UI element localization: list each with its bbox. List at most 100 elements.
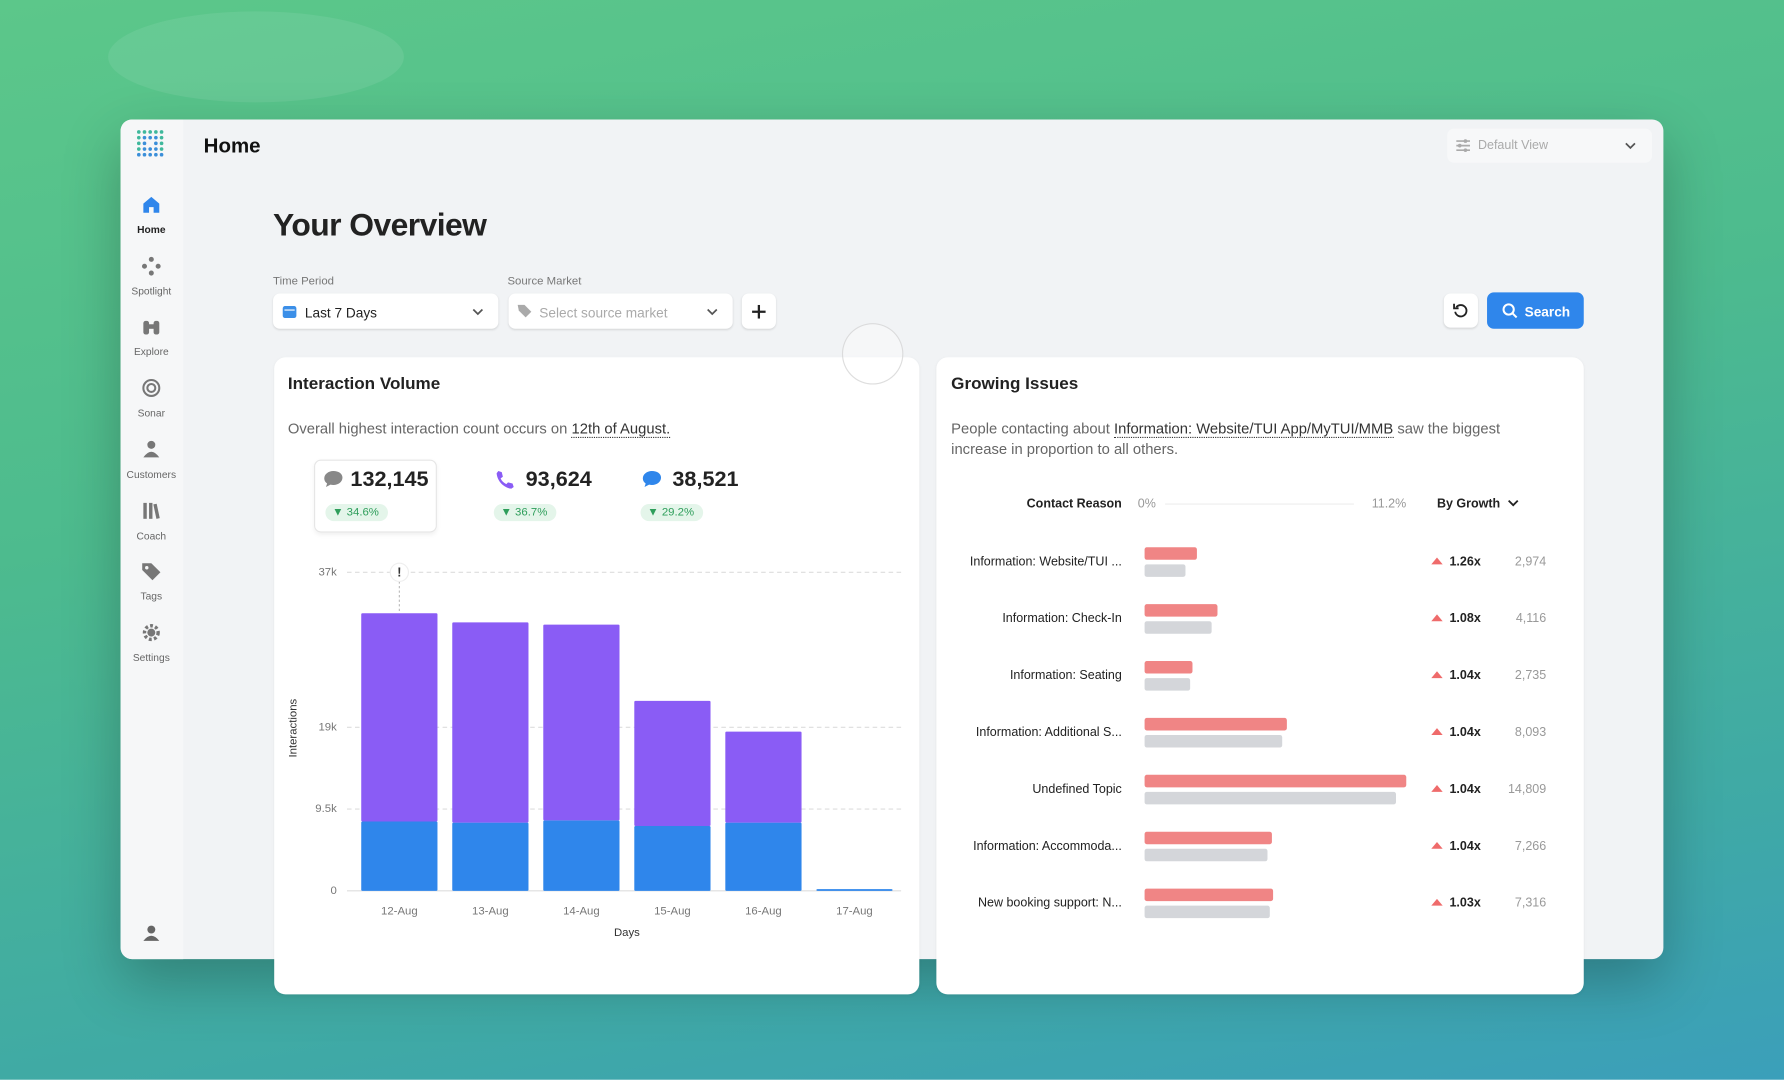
growth-label: 1.03x (1449, 896, 1480, 910)
kpi-change: ▼ 29.2% (640, 504, 704, 522)
category-label: New booking support: N... (978, 896, 1122, 910)
growth-label: 1.04x (1449, 725, 1480, 739)
search-button[interactable]: Search (1487, 292, 1584, 329)
count-label: 7,266 (1515, 839, 1546, 853)
kpi-change: ▼ 34.6% (325, 504, 389, 522)
x-axis-label: Days (614, 927, 640, 939)
bar-segment (725, 822, 802, 891)
nav-label[interactable]: Coach (136, 529, 167, 542)
nav-glyph (143, 321, 160, 335)
nav-icon[interactable] (141, 378, 161, 398)
count-label: 4,116 (1516, 611, 1546, 625)
nav-label[interactable]: Tags (140, 590, 163, 603)
chevron (1625, 142, 1636, 150)
page-title: Home (203, 134, 261, 158)
backdrop-blob (108, 11, 404, 103)
card-title: Interaction Volume (287, 374, 441, 394)
bar-segment (725, 731, 802, 823)
nav-icon[interactable] (141, 561, 161, 581)
chevron (707, 308, 718, 316)
phone-icon (496, 471, 514, 489)
x-tick-label: 11.2% (1372, 496, 1407, 510)
nav-glyph (143, 196, 160, 213)
nav-glyph (142, 623, 160, 642)
nav-label[interactable]: Settings (132, 651, 170, 664)
summary-link[interactable]: Information: Website/TUI App/MyTUI/MMB (1114, 419, 1394, 439)
x-tick-label: 13-Aug (472, 905, 509, 917)
bar-segment (543, 624, 620, 821)
bar (1144, 791, 1396, 805)
y-tick-label: 37k (318, 566, 337, 578)
nav-icon[interactable] (141, 256, 161, 276)
nav-icon[interactable] (141, 439, 161, 459)
nav-icon[interactable] (141, 317, 161, 337)
x-tick-label: 17-Aug (836, 905, 873, 917)
filter-label: Time Period (273, 275, 334, 288)
nav-label[interactable]: Customers (126, 468, 177, 480)
nav-glyph (142, 379, 161, 398)
annotation-marker (389, 562, 410, 582)
reset-button[interactable] (1443, 293, 1478, 328)
bar-segment (452, 822, 529, 891)
nav-icon[interactable] (141, 195, 161, 215)
x-tick-label: 12-Aug (381, 905, 418, 917)
cursor-ghost (841, 323, 904, 385)
source-market-placeholder: Select source market (539, 304, 668, 321)
filter-label: Source Market (507, 275, 582, 288)
user-icon[interactable] (142, 924, 160, 942)
kpi-selected[interactable] (314, 459, 437, 533)
card-summary: People contacting about Information: Web… (951, 419, 1543, 460)
source-market-select[interactable]: Select source market (508, 293, 733, 329)
growth-arrow (1431, 898, 1443, 906)
growth-label: 1.04x (1449, 839, 1480, 853)
nav-icon[interactable] (141, 500, 161, 520)
growth-arrow (1431, 841, 1443, 849)
bar (1144, 564, 1186, 577)
growth-arrow (1431, 557, 1443, 565)
count-label: 2,974 (1515, 554, 1546, 568)
count-label: 8,093 (1515, 725, 1546, 739)
add-filter-button[interactable] (741, 293, 776, 329)
nav-label[interactable]: Sonar (137, 407, 165, 419)
overview-title: Your Overview (273, 207, 487, 243)
kpi-change-value: 36.7% (515, 506, 548, 519)
card-summary: Overall highest interaction count occurs… (288, 419, 671, 439)
column-header: Contact Reason (1027, 496, 1122, 510)
bar (1144, 848, 1268, 862)
reset-icon (1453, 303, 1468, 318)
summary-link[interactable]: 12th of August. (571, 419, 671, 439)
y-tick-label: 19k (318, 721, 337, 733)
time-period-value: Last 7 Days (304, 304, 378, 321)
bar (1144, 831, 1272, 845)
time-period-select[interactable]: Last 7 Days (273, 293, 499, 329)
bar-segment (361, 821, 438, 891)
nav-glyph (143, 502, 160, 519)
nav-label[interactable]: Explore (133, 346, 169, 358)
category-label: Information: Accommoda... (973, 839, 1122, 853)
growth-arrow (1431, 671, 1443, 679)
chevron (472, 308, 484, 316)
search-label: Search (1524, 303, 1571, 320)
view-select[interactable]: Default View (1447, 128, 1653, 163)
growing-issues-card (936, 357, 1584, 995)
growth-arrow (1431, 785, 1443, 792)
growth-label: 1.26x (1449, 554, 1480, 568)
tag-icon (517, 304, 532, 318)
bar (1144, 604, 1218, 617)
nav-label[interactable]: Spotlight (131, 285, 172, 297)
x-tick-label: 16-Aug (745, 905, 782, 917)
logo[interactable] (134, 127, 168, 161)
nav-label[interactable]: Home (137, 224, 166, 236)
category-label: Information: Seating (1010, 668, 1122, 682)
bar-segment (634, 826, 711, 891)
sliders-icon (1456, 139, 1470, 153)
nav-glyph (143, 440, 160, 458)
bar-segment (361, 613, 438, 822)
bar (1144, 661, 1193, 674)
growth-label: 1.04x (1449, 668, 1480, 682)
chevron (1508, 499, 1519, 507)
nav-icon[interactable] (141, 622, 161, 642)
bar (1144, 734, 1283, 748)
sort-select[interactable]: By Growth (1437, 496, 1500, 510)
